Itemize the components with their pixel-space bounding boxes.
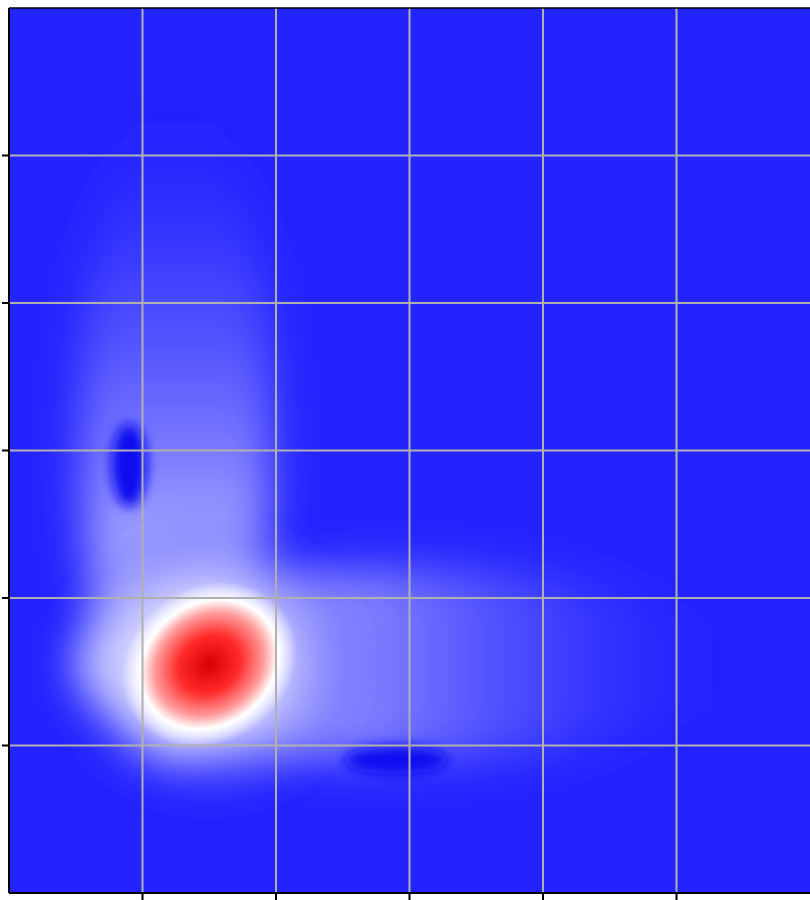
low-pocket-left	[111, 423, 148, 508]
axes	[2, 7, 810, 900]
low-pocket-bottom	[344, 746, 449, 775]
grid-lines	[9, 8, 810, 893]
main-peak	[121, 581, 297, 748]
